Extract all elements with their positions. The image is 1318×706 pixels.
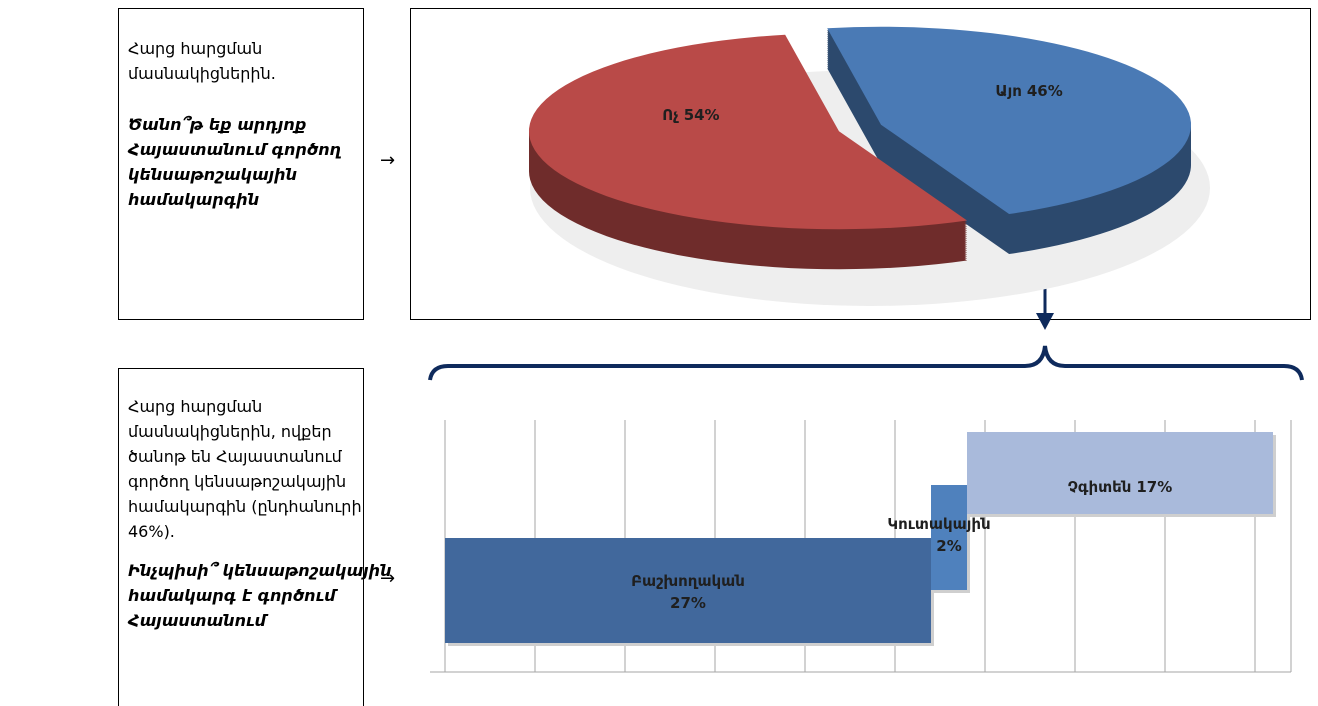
bar-category: Չգիտեն — [1068, 478, 1132, 496]
box-line: ծանոթ են Հայաստանում — [128, 447, 343, 466]
box-question: կենսաթոշակային — [128, 165, 297, 184]
bar-value-label: 2% — [936, 537, 961, 555]
box-question: Ինչպիսի՞ կենսաթոշակային — [128, 561, 391, 580]
box-line: Հարց հարցման — [128, 397, 262, 416]
arrowhead — [1036, 313, 1054, 330]
arrow: → — [380, 150, 395, 171]
box-question: Հայաստանում — [127, 611, 269, 630]
box-line: 46%). — [128, 522, 175, 541]
box-question: համակարգ է գործում — [128, 586, 338, 605]
brace — [428, 345, 1304, 381]
arrow: → — [380, 568, 395, 589]
box-question: Ծանո՞թ եք արդյոք — [128, 115, 307, 134]
box-line: մասնակիցներին, ովքեր — [128, 422, 332, 441]
box-line: մասնակիցներին. — [128, 64, 276, 83]
pie-category: Ոչ — [662, 106, 679, 124]
bar-label: Չգիտեն 17% — [1068, 478, 1173, 496]
bar-category: Կուտակային — [887, 515, 990, 533]
pie-value-label: 54% — [684, 106, 720, 124]
bar-category: Բաշխողական — [631, 572, 745, 590]
pie-slice — [827, 26, 1192, 214]
bar — [967, 432, 1273, 514]
box-line: համակարգին (ընդհանուրի — [128, 497, 362, 516]
box-line: Հարց հարցման — [128, 39, 262, 58]
text-box — [118, 368, 364, 706]
box-question: Հայաստանում գործող — [127, 140, 342, 159]
box-line: գործող կենսաթոշակային — [128, 472, 346, 491]
bar-value-label: 17% — [1136, 478, 1172, 496]
pie-value-label: 46% — [1027, 82, 1063, 100]
box-question: համակարգին — [128, 190, 259, 209]
bar-value-label: 27% — [670, 594, 706, 612]
pie-label: Այո 46% — [995, 82, 1062, 100]
text-box — [118, 8, 364, 320]
bar — [931, 485, 967, 590]
pie-label: Ոչ 54% — [662, 106, 719, 124]
chart-frame — [410, 8, 1311, 320]
pie-slice — [528, 34, 968, 230]
bar — [445, 538, 931, 643]
pie-category: Այո — [995, 82, 1021, 100]
